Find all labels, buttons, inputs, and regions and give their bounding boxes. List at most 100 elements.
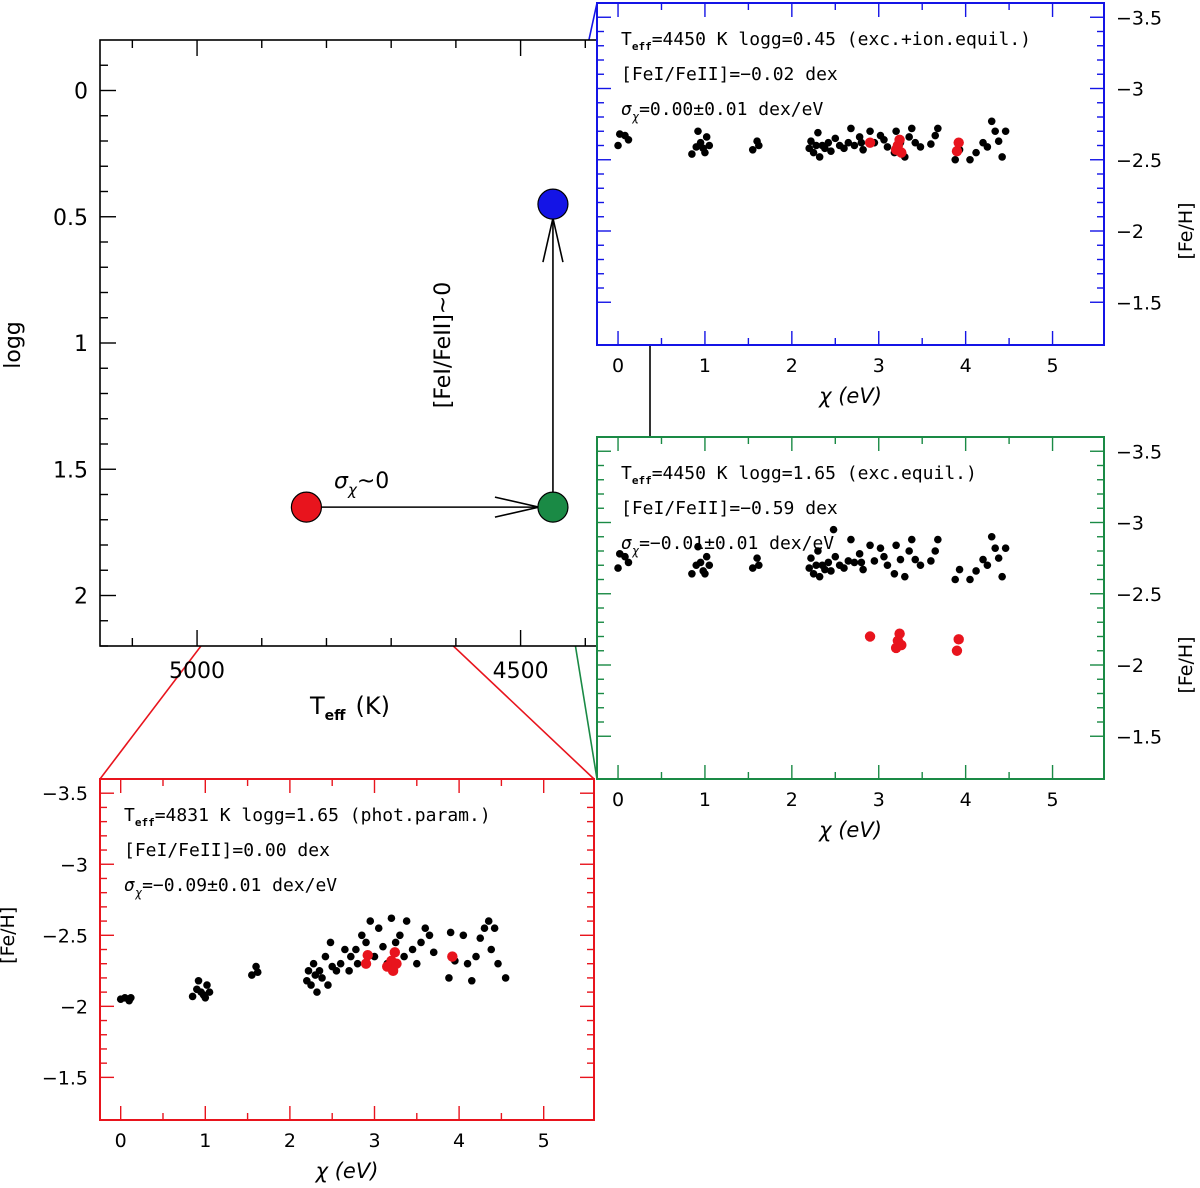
- blue-feI-point: [694, 127, 702, 136]
- annot-teff-symbol: T: [621, 463, 632, 484]
- green-feII-point: [896, 639, 907, 651]
- green-xtick-label: 0: [612, 789, 624, 811]
- blue-feI-point: [951, 155, 960, 164]
- green-feI-point: [855, 550, 864, 558]
- blue-feI-point: [614, 141, 622, 150]
- blue-feI-point: [844, 138, 853, 147]
- blue-feI-point: [892, 127, 900, 136]
- red-annotation-ratio: [FeI/FeII]=0.00 dex: [124, 840, 330, 861]
- red-feI-point: [194, 976, 203, 985]
- red-xtick-label: 2: [284, 1130, 296, 1152]
- blue-feI-point: [824, 138, 833, 147]
- green-feI-point: [972, 567, 980, 575]
- green-xtick-label: 2: [786, 789, 798, 811]
- green-feI-point: [827, 567, 835, 575]
- annot-teff-sub: eff: [632, 40, 652, 53]
- green-feI-point: [688, 570, 696, 578]
- red-ylabel: [Fe/H]: [0, 907, 19, 964]
- red-feI-point: [480, 924, 489, 932]
- red-feI-point: [315, 967, 324, 975]
- green-feI-point: [824, 558, 833, 567]
- blue-feI-point: [934, 124, 942, 133]
- green-feI-point: [994, 554, 1003, 562]
- green-feI-point: [883, 561, 892, 570]
- blue-zoom-panel: 0 1 2 3 4 5 χ (eV) −1.5 −2 −2.5 −3 −3.5 [Fe/H] Teff=4…: [596, 2, 1197, 408]
- red-feI-point: [366, 917, 375, 925]
- green-feI-point: [870, 557, 879, 565]
- annot-sigma-sub: χ: [632, 544, 640, 558]
- green-feII-point: [894, 628, 905, 639]
- blue-feI-point: [857, 138, 866, 147]
- green-feI-point: [847, 535, 855, 544]
- red-feI-point: [490, 924, 499, 932]
- blue-annotation-ratio: [FeI/FeII]=−0.02 dex: [621, 64, 838, 85]
- arrow-label-feratio: [FeI/FeII]~0: [431, 282, 456, 408]
- hr-diagram-panel: 5000 4500 0 0.5 1 1.5 2 Teff (K) logg σχ~0 [FeI…: [1, 39, 651, 724]
- blue-feI-point: [916, 143, 925, 151]
- green-feI-point: [701, 570, 709, 578]
- green-feI-point: [850, 558, 859, 567]
- green-feII-point: [864, 631, 876, 642]
- blue-xtick-label: 1: [699, 355, 711, 377]
- green-feI-point: [857, 558, 866, 567]
- hr-ytick-label: 0: [74, 80, 88, 105]
- hr-xtick-label: 5000: [169, 659, 225, 684]
- annot-sigma-symbol: σ: [621, 99, 632, 120]
- red-feI-point: [446, 928, 455, 937]
- blue-feI-point: [850, 141, 859, 150]
- red-feI-point: [358, 931, 366, 940]
- green-feI-point: [748, 564, 757, 572]
- red-feI-point: [205, 988, 214, 996]
- green-xtick-label: 1: [699, 789, 711, 811]
- green-feI-point: [876, 544, 885, 552]
- green-feI-point: [705, 561, 714, 570]
- blue-feI-point: [821, 144, 829, 153]
- annot-sigma-symbol: σ: [621, 533, 632, 554]
- red-feI-point: [412, 959, 421, 968]
- red-feI-point: [345, 967, 353, 975]
- green-feI-point: [901, 572, 909, 581]
- hr-xlabel: Teff (K): [309, 692, 390, 724]
- red-feI-point: [402, 917, 411, 925]
- annot-sigma-text: =0.00±0.01 dex/eV: [639, 99, 823, 120]
- green-annotation-ratio: [FeI/FeII]=−0.59 dex: [621, 498, 838, 519]
- blue-feI-point: [855, 133, 864, 141]
- blue-feI-point: [883, 143, 892, 151]
- blue-ytick-label: −3.5: [1116, 7, 1162, 29]
- blue-feI-point: [701, 148, 709, 157]
- red-feI-point: [341, 945, 349, 954]
- green-feI-point: [979, 555, 987, 564]
- green-feI-point: [991, 544, 999, 552]
- green-feI-point: [809, 570, 818, 578]
- blue-feI-point: [972, 148, 980, 157]
- red-ytick-label: −3: [60, 854, 88, 876]
- red-ytick-label: −3.5: [42, 783, 88, 805]
- annot-sigma-sub: χ: [632, 110, 640, 124]
- blue-feII-point: [953, 137, 964, 148]
- blue-feI-point: [991, 127, 999, 136]
- red-feI-point: [188, 992, 197, 1001]
- green-feI-point: [998, 572, 1006, 581]
- red-feI-point: [379, 942, 387, 951]
- blue-feI-point: [840, 144, 848, 153]
- red-feI-point: [408, 945, 417, 954]
- red-feI-point: [374, 924, 383, 932]
- blue-xtick-label: 0: [612, 355, 624, 377]
- green-feI-point: [983, 561, 992, 570]
- red-feII-point: [391, 958, 402, 969]
- hr-xtick-label: 4500: [493, 659, 549, 684]
- hr-point-exc: [537, 491, 569, 523]
- hr-point-phot: [290, 491, 323, 523]
- green-feI-point: [927, 557, 935, 565]
- green-annotation-teff: Teff=4450 K logg=1.65 (exc.equil.): [621, 463, 977, 487]
- blue-feI-point: [880, 136, 888, 144]
- green-zoom-panel: 0 1 2 3 4 5 χ (eV) −1.5 −2 −2.5 −3 −3.5 [Fe/H] Teff=4…: [596, 436, 1197, 842]
- red-feI-point: [501, 974, 510, 982]
- blue-feI-point: [931, 131, 940, 140]
- blue-feI-point: [688, 150, 696, 158]
- green-feI-point: [951, 575, 960, 584]
- green-feI-point: [896, 555, 905, 564]
- green-xlabel: χ (eV): [818, 818, 882, 842]
- blue-feI-point: [809, 148, 818, 157]
- green-xtick-label: 3: [873, 789, 885, 811]
